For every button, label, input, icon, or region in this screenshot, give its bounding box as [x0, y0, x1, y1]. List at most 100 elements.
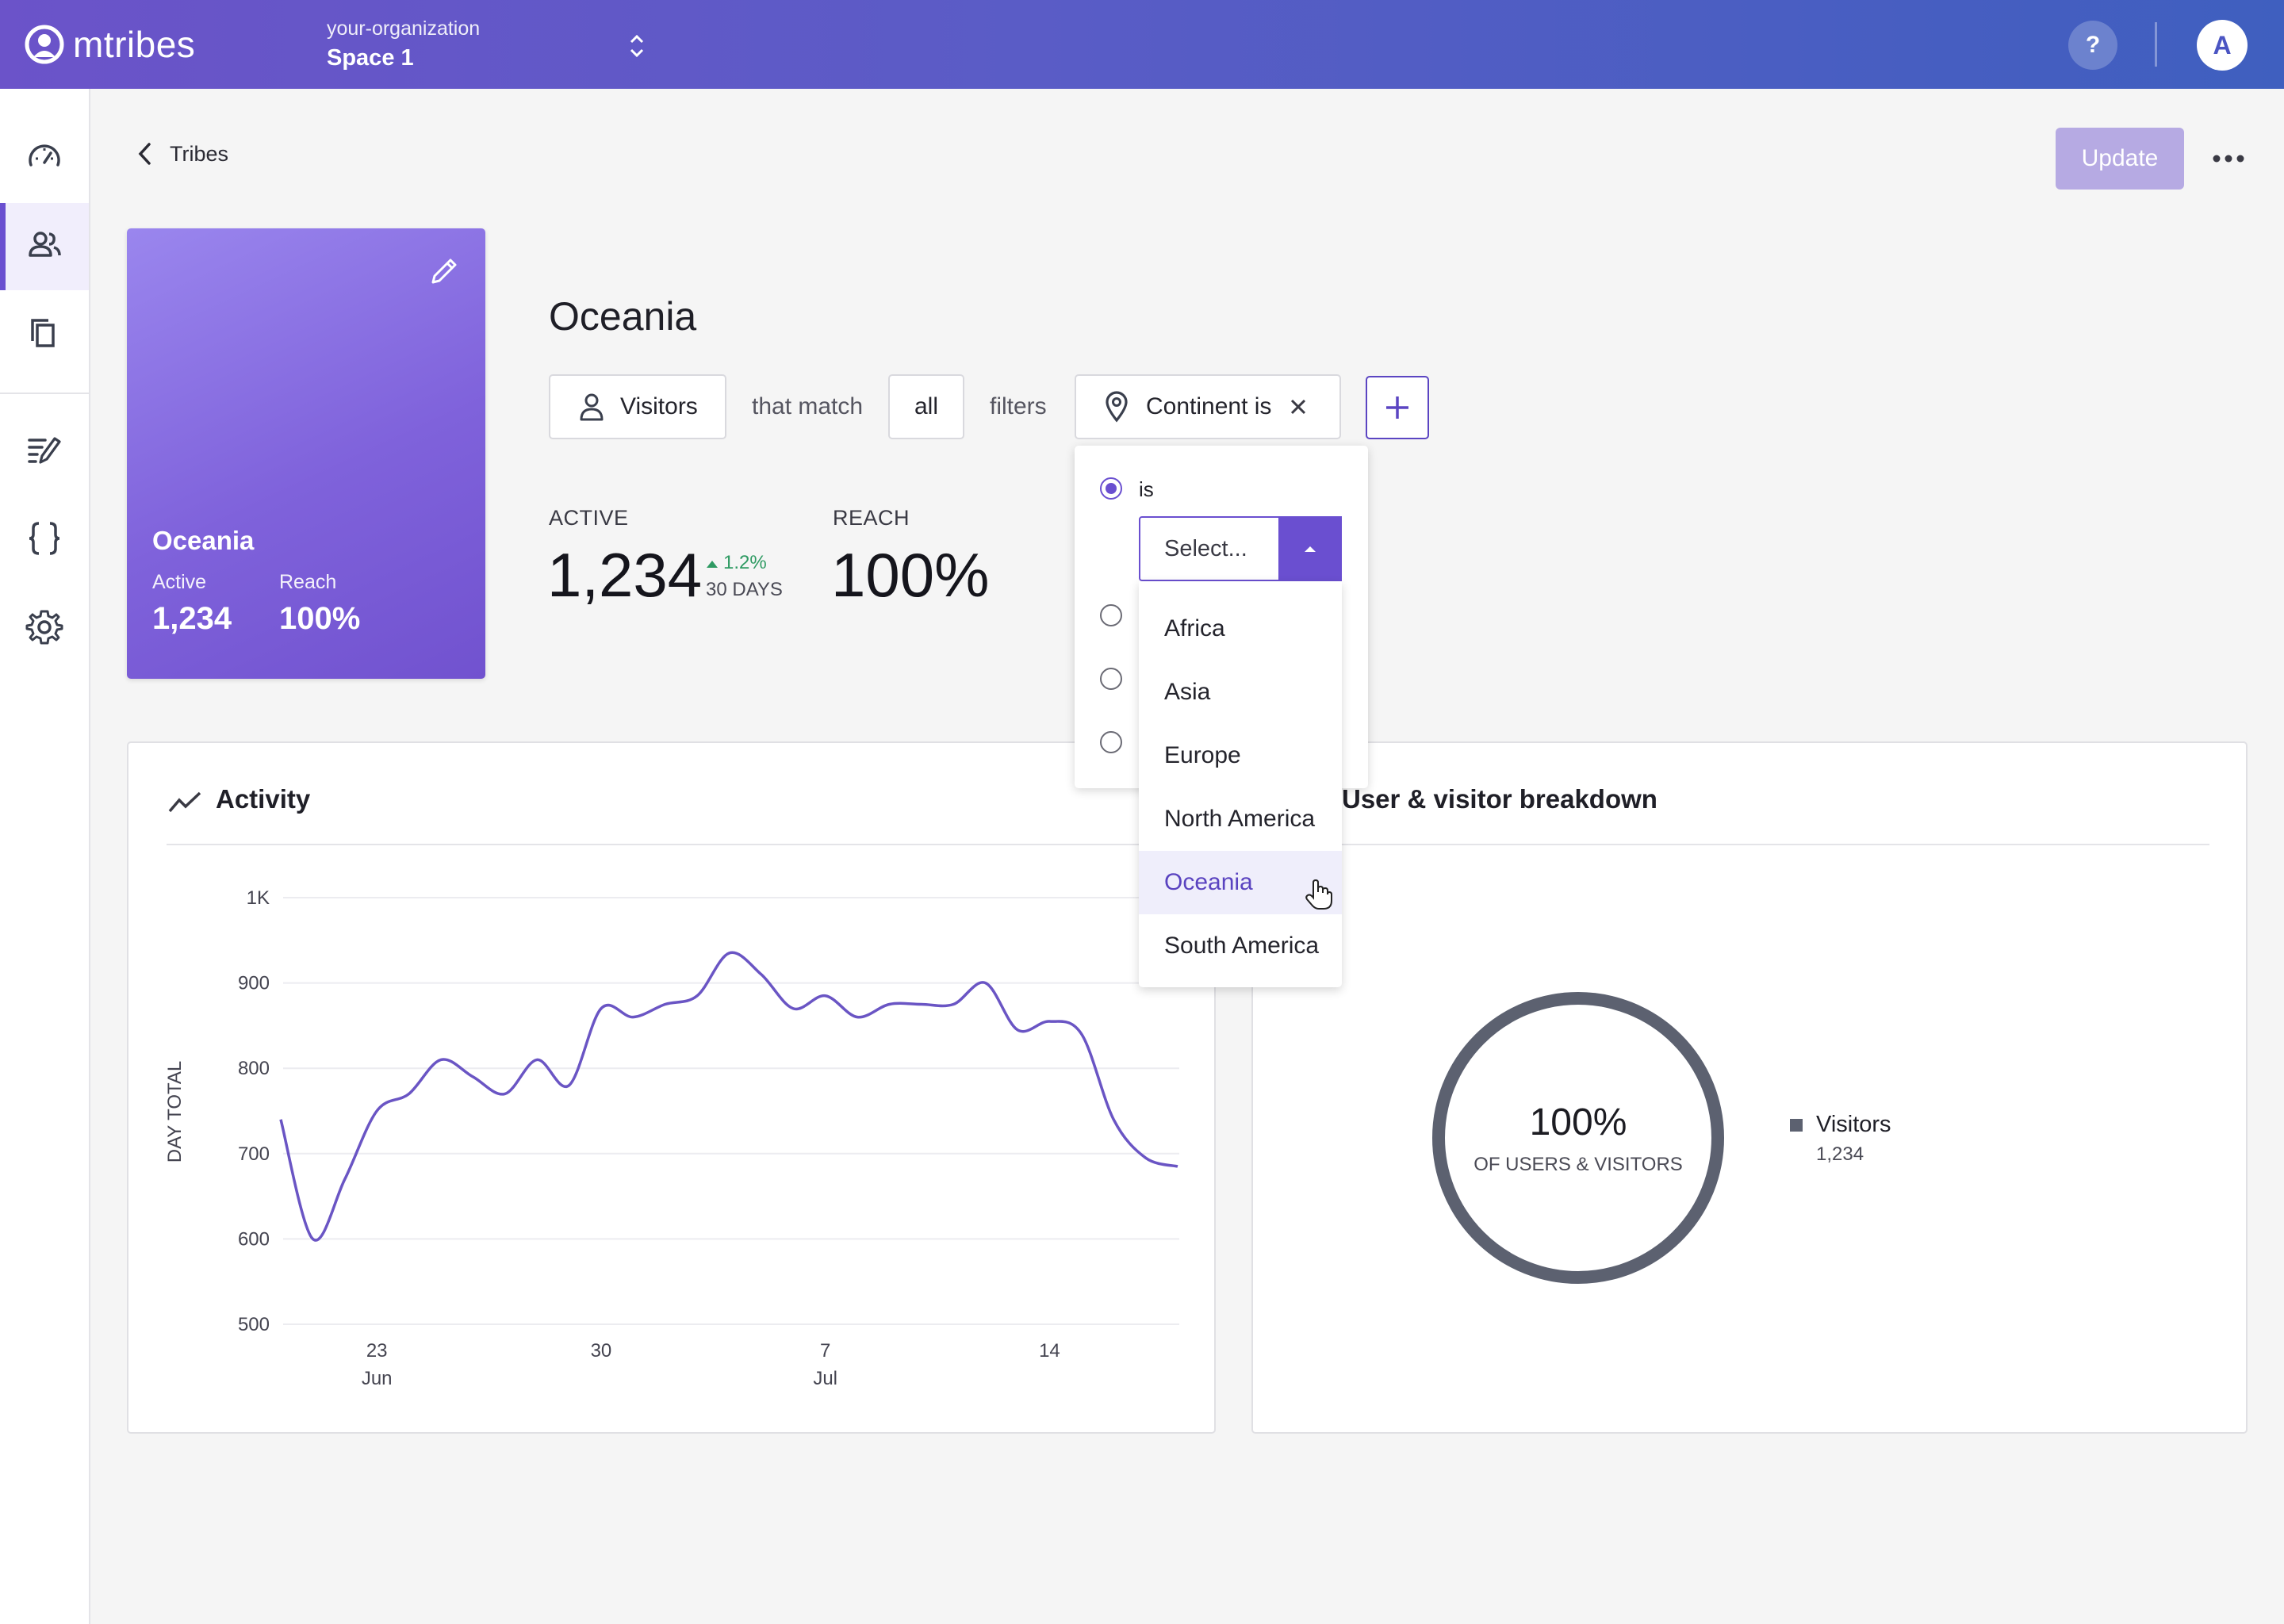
option-oceania[interactable]: Oceania — [1139, 851, 1342, 914]
legend-label-visitors: Visitors — [1816, 1112, 1891, 1137]
y-tick-label: 1K — [247, 887, 270, 909]
match-mode-label: all — [914, 393, 938, 419]
x-tick-label: 23 — [366, 1340, 388, 1362]
y-tick-label: 500 — [238, 1314, 270, 1335]
activity-panel: Activity 500 600 700 800 900 1K DAY TOTAL 23 Jun… — [127, 741, 1216, 1434]
activity-chart: 500 600 700 800 900 1K DAY TOTAL 23 Jun 30 7 Jul 14 — [164, 887, 1179, 1389]
donut-percent: 100% — [1529, 1101, 1627, 1143]
avatar[interactable]: A — [2197, 20, 2248, 71]
active-stat-label: ACTIVE — [549, 506, 629, 530]
location-pin-icon — [1105, 391, 1129, 423]
sidebar-item-tribes[interactable] — [0, 203, 89, 290]
option-north-america[interactable]: North America — [1164, 806, 1316, 832]
users-icon — [25, 225, 64, 269]
trend-value: 1.2% — [723, 552, 767, 573]
that-match-text: that match — [752, 393, 864, 419]
trend-up-icon — [707, 561, 718, 568]
breakdown-divider — [1293, 844, 2209, 845]
option-africa[interactable]: Africa — [1164, 615, 1225, 642]
tribe-card-reach-value: 100% — [279, 601, 361, 636]
more-options-icon[interactable] — [2211, 143, 2246, 174]
dashboard-icon — [25, 136, 64, 180]
select-placeholder: Select... — [1164, 535, 1247, 561]
close-icon[interactable] — [1289, 397, 1308, 416]
sidebar — [0, 89, 90, 1624]
filter-chip-label: Continent is — [1146, 393, 1272, 419]
update-button[interactable]: Update — [2056, 128, 2184, 190]
caret-up-icon — [1305, 546, 1316, 552]
legend-swatch-visitors — [1790, 1119, 1803, 1132]
option-south-america[interactable]: South America — [1164, 933, 1320, 959]
continent-filter-chip[interactable]: Continent is — [1075, 374, 1341, 439]
subject-selector[interactable]: Visitors — [549, 374, 726, 439]
y-tick-label: 900 — [238, 973, 270, 994]
legend-value-visitors: 1,234 — [1816, 1143, 1864, 1165]
space-switcher[interactable]: your-organization Space 1 — [327, 17, 480, 71]
chevron-left-icon — [138, 143, 151, 165]
logo-icon — [24, 24, 65, 65]
select-toggle-button[interactable] — [1278, 516, 1342, 581]
user-icon — [579, 393, 604, 421]
tribe-card-active-label: Active — [152, 571, 207, 593]
trend-period: 30 DAYS — [706, 579, 783, 600]
reach-stat-value: 100% — [831, 540, 990, 610]
sidebar-item-settings[interactable] — [0, 585, 89, 672]
radio-is-label: is — [1139, 477, 1154, 501]
logo-text: mtribes — [73, 24, 196, 65]
tribe-card-active-value: 1,234 — [152, 601, 232, 636]
option-asia[interactable]: Asia — [1164, 679, 1211, 705]
y-tick-label: 800 — [238, 1058, 270, 1079]
x-tick-month-label: Jun — [362, 1368, 393, 1389]
activity-title: Activity — [216, 784, 311, 814]
plus-icon — [1386, 396, 1408, 419]
y-tick-label: 700 — [238, 1143, 270, 1165]
sidebar-item-dashboard[interactable] — [0, 114, 89, 201]
pencil-icon[interactable] — [428, 255, 460, 287]
org-name: your-organization — [327, 17, 481, 40]
match-mode-selector[interactable]: all — [888, 374, 964, 439]
tribe-card: Oceania Active 1,234 Reach 100% — [127, 228, 485, 679]
x-tick-label: 30 — [591, 1340, 612, 1362]
radio-is[interactable] — [1100, 477, 1122, 500]
breakdown-panel: User & visitor breakdown — [1251, 741, 2248, 1434]
reach-stat-label: REACH — [833, 506, 910, 530]
subject-label: Visitors — [620, 393, 698, 419]
breakdown-donut — [1432, 992, 1724, 1284]
logo[interactable]: mtribes — [24, 19, 195, 70]
braces-icon — [25, 519, 64, 562]
activity-series-line — [279, 951, 1178, 1242]
trend-line-icon — [168, 791, 201, 817]
back-link-label: Tribes — [170, 141, 229, 166]
option-europe[interactable]: Europe — [1164, 742, 1241, 768]
help-button[interactable]: ? — [2068, 21, 2117, 70]
y-tick-label: 600 — [238, 1228, 270, 1250]
sidebar-item-experiences[interactable] — [0, 408, 89, 496]
gear-icon — [25, 607, 64, 651]
radio-option-4[interactable] — [1100, 731, 1122, 753]
x-tick-label: 14 — [1039, 1340, 1060, 1362]
y-axis-label: DAY TOTAL — [164, 1061, 186, 1163]
x-tick-label: 7 — [820, 1340, 830, 1362]
activity-divider — [167, 844, 1205, 845]
trend-indicator: 1.2% — [706, 552, 767, 574]
add-filter-button[interactable] — [1366, 376, 1429, 439]
tribe-card-title: Oceania — [152, 526, 255, 555]
space-name: Space 1 — [327, 45, 414, 71]
donut-subtitle: OF USERS & VISITORS — [1473, 1154, 1683, 1175]
copy-icon — [25, 314, 64, 358]
radio-option-3[interactable] — [1100, 668, 1122, 690]
radio-option-2[interactable] — [1100, 604, 1122, 626]
hand-cursor-icon — [1305, 879, 1332, 910]
page-title: Oceania — [549, 294, 697, 339]
active-stat-value: 1,234 — [547, 540, 703, 610]
chevron-up-down-icon[interactable] — [627, 30, 647, 62]
back-to-tribes-link[interactable]: Tribes — [136, 141, 228, 167]
x-tick-month-label: Jul — [813, 1368, 837, 1389]
topbar-divider — [2155, 22, 2157, 67]
sidebar-item-collections[interactable] — [0, 292, 89, 379]
edit-list-icon — [25, 431, 64, 474]
breakdown-title: User & visitor breakdown — [1342, 784, 1657, 814]
continent-options-list: Africa Asia Europe North America Oceania… — [1139, 581, 1342, 987]
donut-slice-visitors — [1432, 992, 1724, 1284]
sidebar-item-code[interactable] — [0, 496, 89, 584]
